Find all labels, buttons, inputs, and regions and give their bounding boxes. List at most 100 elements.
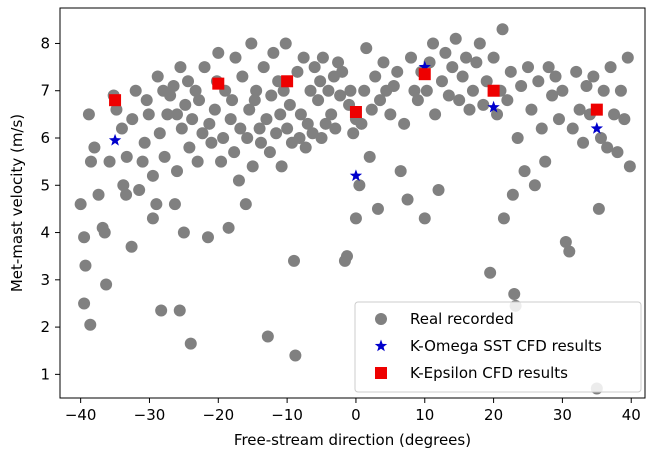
circle-point <box>429 108 442 121</box>
circle-point <box>138 136 151 149</box>
circle-point <box>146 169 159 182</box>
circle-point <box>125 240 138 253</box>
circle-point <box>222 221 235 234</box>
circle-point <box>420 84 433 97</box>
circle-point <box>279 37 292 50</box>
circle-point <box>198 61 211 74</box>
circle-point <box>205 136 218 149</box>
circle-point <box>477 98 490 111</box>
circle-point <box>158 150 171 163</box>
circle-point <box>224 113 237 126</box>
circle-point <box>167 80 180 92</box>
circle-point <box>604 61 617 74</box>
circle-point <box>179 98 192 111</box>
circle-point <box>177 226 190 239</box>
circle-point <box>394 165 407 178</box>
square-point <box>212 77 225 90</box>
circle-point <box>621 51 634 64</box>
circle-point <box>597 84 610 97</box>
circle-point <box>79 259 92 272</box>
circle-point <box>432 184 445 196</box>
circle-point <box>427 37 440 50</box>
circle-point <box>369 70 382 83</box>
plot-frame <box>59 7 646 399</box>
circle-point <box>491 108 504 121</box>
circle-point <box>546 89 559 102</box>
circle-point <box>98 226 111 239</box>
circle-point <box>316 51 329 64</box>
circle-point <box>263 146 276 159</box>
legend-star-marker <box>374 339 388 352</box>
circle-point <box>136 155 149 168</box>
circle-point <box>245 37 258 50</box>
star-point <box>349 169 363 182</box>
circle-point <box>608 108 621 121</box>
circle-point <box>384 108 397 121</box>
circle-point <box>171 108 183 121</box>
x-tick-label: 20 <box>484 406 503 424</box>
circle-point <box>563 245 576 258</box>
circle-point <box>601 141 614 154</box>
circle-point <box>480 75 493 88</box>
circle-point <box>146 212 159 225</box>
circle-point <box>542 61 555 74</box>
circle-point <box>260 113 273 126</box>
circle-point <box>265 89 278 102</box>
legend-label: Real recorded <box>410 310 514 328</box>
circle-point <box>110 103 123 116</box>
square-point <box>590 103 603 116</box>
circle-point <box>232 174 245 187</box>
circle-point <box>532 75 545 88</box>
circle-point <box>182 75 195 88</box>
circle-point <box>334 89 347 102</box>
circle-point <box>270 127 283 140</box>
star-point <box>418 60 431 73</box>
circle-point <box>183 141 196 154</box>
series-2 <box>109 68 603 118</box>
circle-point <box>193 94 206 107</box>
circle-point <box>171 165 183 178</box>
circle-point <box>614 84 627 97</box>
circle-point <box>294 108 307 121</box>
circle-point <box>466 84 479 97</box>
circle-point <box>84 155 97 168</box>
y-tick-label: 4 <box>40 224 50 242</box>
circle-point <box>133 184 146 196</box>
circle-point <box>175 122 188 135</box>
circle-point <box>570 65 583 78</box>
circle-point <box>274 108 287 121</box>
legend-label: K-Omega SST CFD results <box>410 337 602 355</box>
circle-point <box>203 117 216 130</box>
circle-point <box>439 46 452 59</box>
legend-square-marker <box>375 367 387 379</box>
circle-point <box>196 127 209 140</box>
circle-point <box>267 46 280 59</box>
circle-point <box>103 155 116 168</box>
circle-point <box>304 84 317 97</box>
circle-point <box>552 113 565 126</box>
legend-entries: Real recorded K-Omega SST CFD results K-Ep… <box>374 310 602 382</box>
circle-point <box>142 108 155 121</box>
circle-point <box>592 202 605 215</box>
circle-point <box>611 146 624 159</box>
circle-point <box>535 122 548 135</box>
circle-point <box>164 89 177 102</box>
circle-point <box>129 84 142 97</box>
circle-point <box>387 80 400 92</box>
circle-point <box>212 46 225 59</box>
circle-point <box>184 337 197 350</box>
circle-point <box>460 51 473 64</box>
circle-point <box>117 179 130 192</box>
circle-point <box>587 70 600 83</box>
star-point <box>590 122 604 134</box>
circle-point <box>336 65 349 78</box>
x-tick-label: −30 <box>134 406 166 424</box>
circle-point <box>446 61 459 74</box>
circle-point <box>618 113 631 126</box>
circle-point <box>314 75 327 88</box>
circle-point <box>515 80 528 92</box>
star-point <box>487 100 500 113</box>
circle-point <box>243 103 256 116</box>
circle-point <box>241 132 254 144</box>
